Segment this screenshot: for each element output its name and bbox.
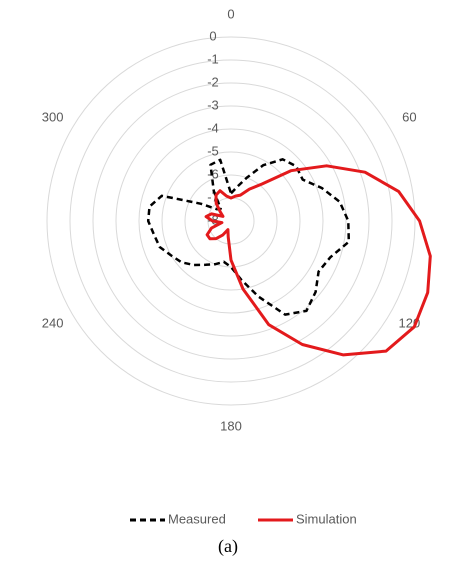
angle-label: 60 xyxy=(402,109,416,124)
angle-label: 180 xyxy=(220,418,242,433)
grid-ring xyxy=(46,36,416,406)
r-tick-label: -3 xyxy=(207,97,219,112)
r-tick-label: -7 xyxy=(207,189,219,204)
r-tick-label: -4 xyxy=(207,120,219,135)
legend-label: Measured xyxy=(168,511,226,526)
angle-label: 0 xyxy=(227,6,234,21)
caption: (a) xyxy=(218,536,238,557)
grid-ring xyxy=(92,82,370,360)
grid-ring xyxy=(69,59,393,383)
grid-ring xyxy=(138,128,324,314)
series-line xyxy=(146,158,351,316)
angle-label: 240 xyxy=(42,315,64,330)
r-tick-label: -2 xyxy=(207,74,219,89)
grid-ring xyxy=(115,105,347,337)
r-tick-label: -5 xyxy=(207,143,219,158)
legend-label: Simulation xyxy=(296,511,357,526)
r-tick-label: -6 xyxy=(207,166,219,181)
series-line xyxy=(204,164,432,357)
r-tick-label: 0 xyxy=(209,28,216,43)
angle-label: 300 xyxy=(42,109,64,124)
r-tick-label: -1 xyxy=(207,51,219,66)
grid-ring xyxy=(161,151,301,291)
grid-ring xyxy=(184,174,278,268)
